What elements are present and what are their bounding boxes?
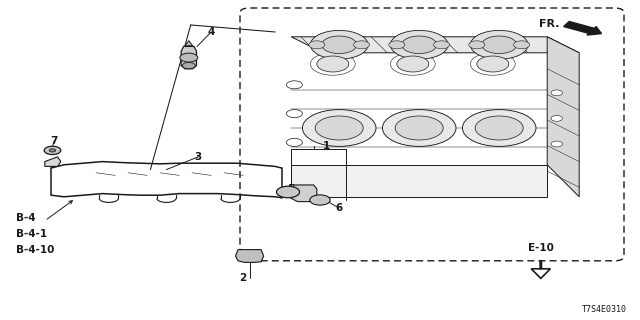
Circle shape xyxy=(434,41,449,49)
Circle shape xyxy=(551,90,563,96)
Circle shape xyxy=(310,195,330,205)
Text: E-10: E-10 xyxy=(528,243,554,253)
Polygon shape xyxy=(45,157,61,166)
Text: B-4-1: B-4-1 xyxy=(16,228,47,239)
FancyArrow shape xyxy=(564,21,602,35)
Text: 7: 7 xyxy=(51,136,58,146)
Circle shape xyxy=(402,36,437,54)
Circle shape xyxy=(551,141,563,147)
Polygon shape xyxy=(185,41,193,46)
Circle shape xyxy=(397,56,429,72)
Circle shape xyxy=(389,41,405,49)
Circle shape xyxy=(276,186,300,198)
Text: T7S4E0310: T7S4E0310 xyxy=(582,305,627,314)
Circle shape xyxy=(468,41,485,49)
Circle shape xyxy=(44,146,61,155)
Circle shape xyxy=(182,62,195,69)
FancyArrow shape xyxy=(531,261,550,278)
Text: 3: 3 xyxy=(195,152,202,162)
Circle shape xyxy=(396,116,444,140)
Text: 1: 1 xyxy=(323,140,330,151)
Circle shape xyxy=(180,53,198,62)
Circle shape xyxy=(287,81,302,89)
Text: 5: 5 xyxy=(287,184,295,194)
Circle shape xyxy=(390,30,448,59)
Polygon shape xyxy=(291,185,317,202)
Circle shape xyxy=(49,149,56,152)
Text: 4: 4 xyxy=(207,27,215,37)
Text: FR.: FR. xyxy=(540,19,560,29)
Circle shape xyxy=(477,56,509,72)
Circle shape xyxy=(470,30,528,59)
Text: B-4: B-4 xyxy=(16,212,36,223)
Polygon shape xyxy=(181,46,196,69)
Circle shape xyxy=(513,41,529,49)
Circle shape xyxy=(303,109,376,147)
Polygon shape xyxy=(291,165,547,197)
Polygon shape xyxy=(236,250,264,262)
Polygon shape xyxy=(291,37,579,53)
Polygon shape xyxy=(547,37,579,197)
Circle shape xyxy=(309,41,325,49)
Circle shape xyxy=(551,116,563,121)
FancyBboxPatch shape xyxy=(240,8,624,261)
Circle shape xyxy=(287,138,302,147)
Circle shape xyxy=(476,116,524,140)
Circle shape xyxy=(482,36,517,54)
Text: 2: 2 xyxy=(239,273,247,284)
Circle shape xyxy=(316,116,364,140)
Circle shape xyxy=(317,56,349,72)
Text: B-4-10: B-4-10 xyxy=(16,244,54,255)
Circle shape xyxy=(463,109,536,147)
Circle shape xyxy=(310,30,368,59)
Circle shape xyxy=(322,36,357,54)
Circle shape xyxy=(383,109,456,147)
Text: 6: 6 xyxy=(335,203,343,213)
Circle shape xyxy=(353,41,370,49)
Circle shape xyxy=(287,109,302,118)
